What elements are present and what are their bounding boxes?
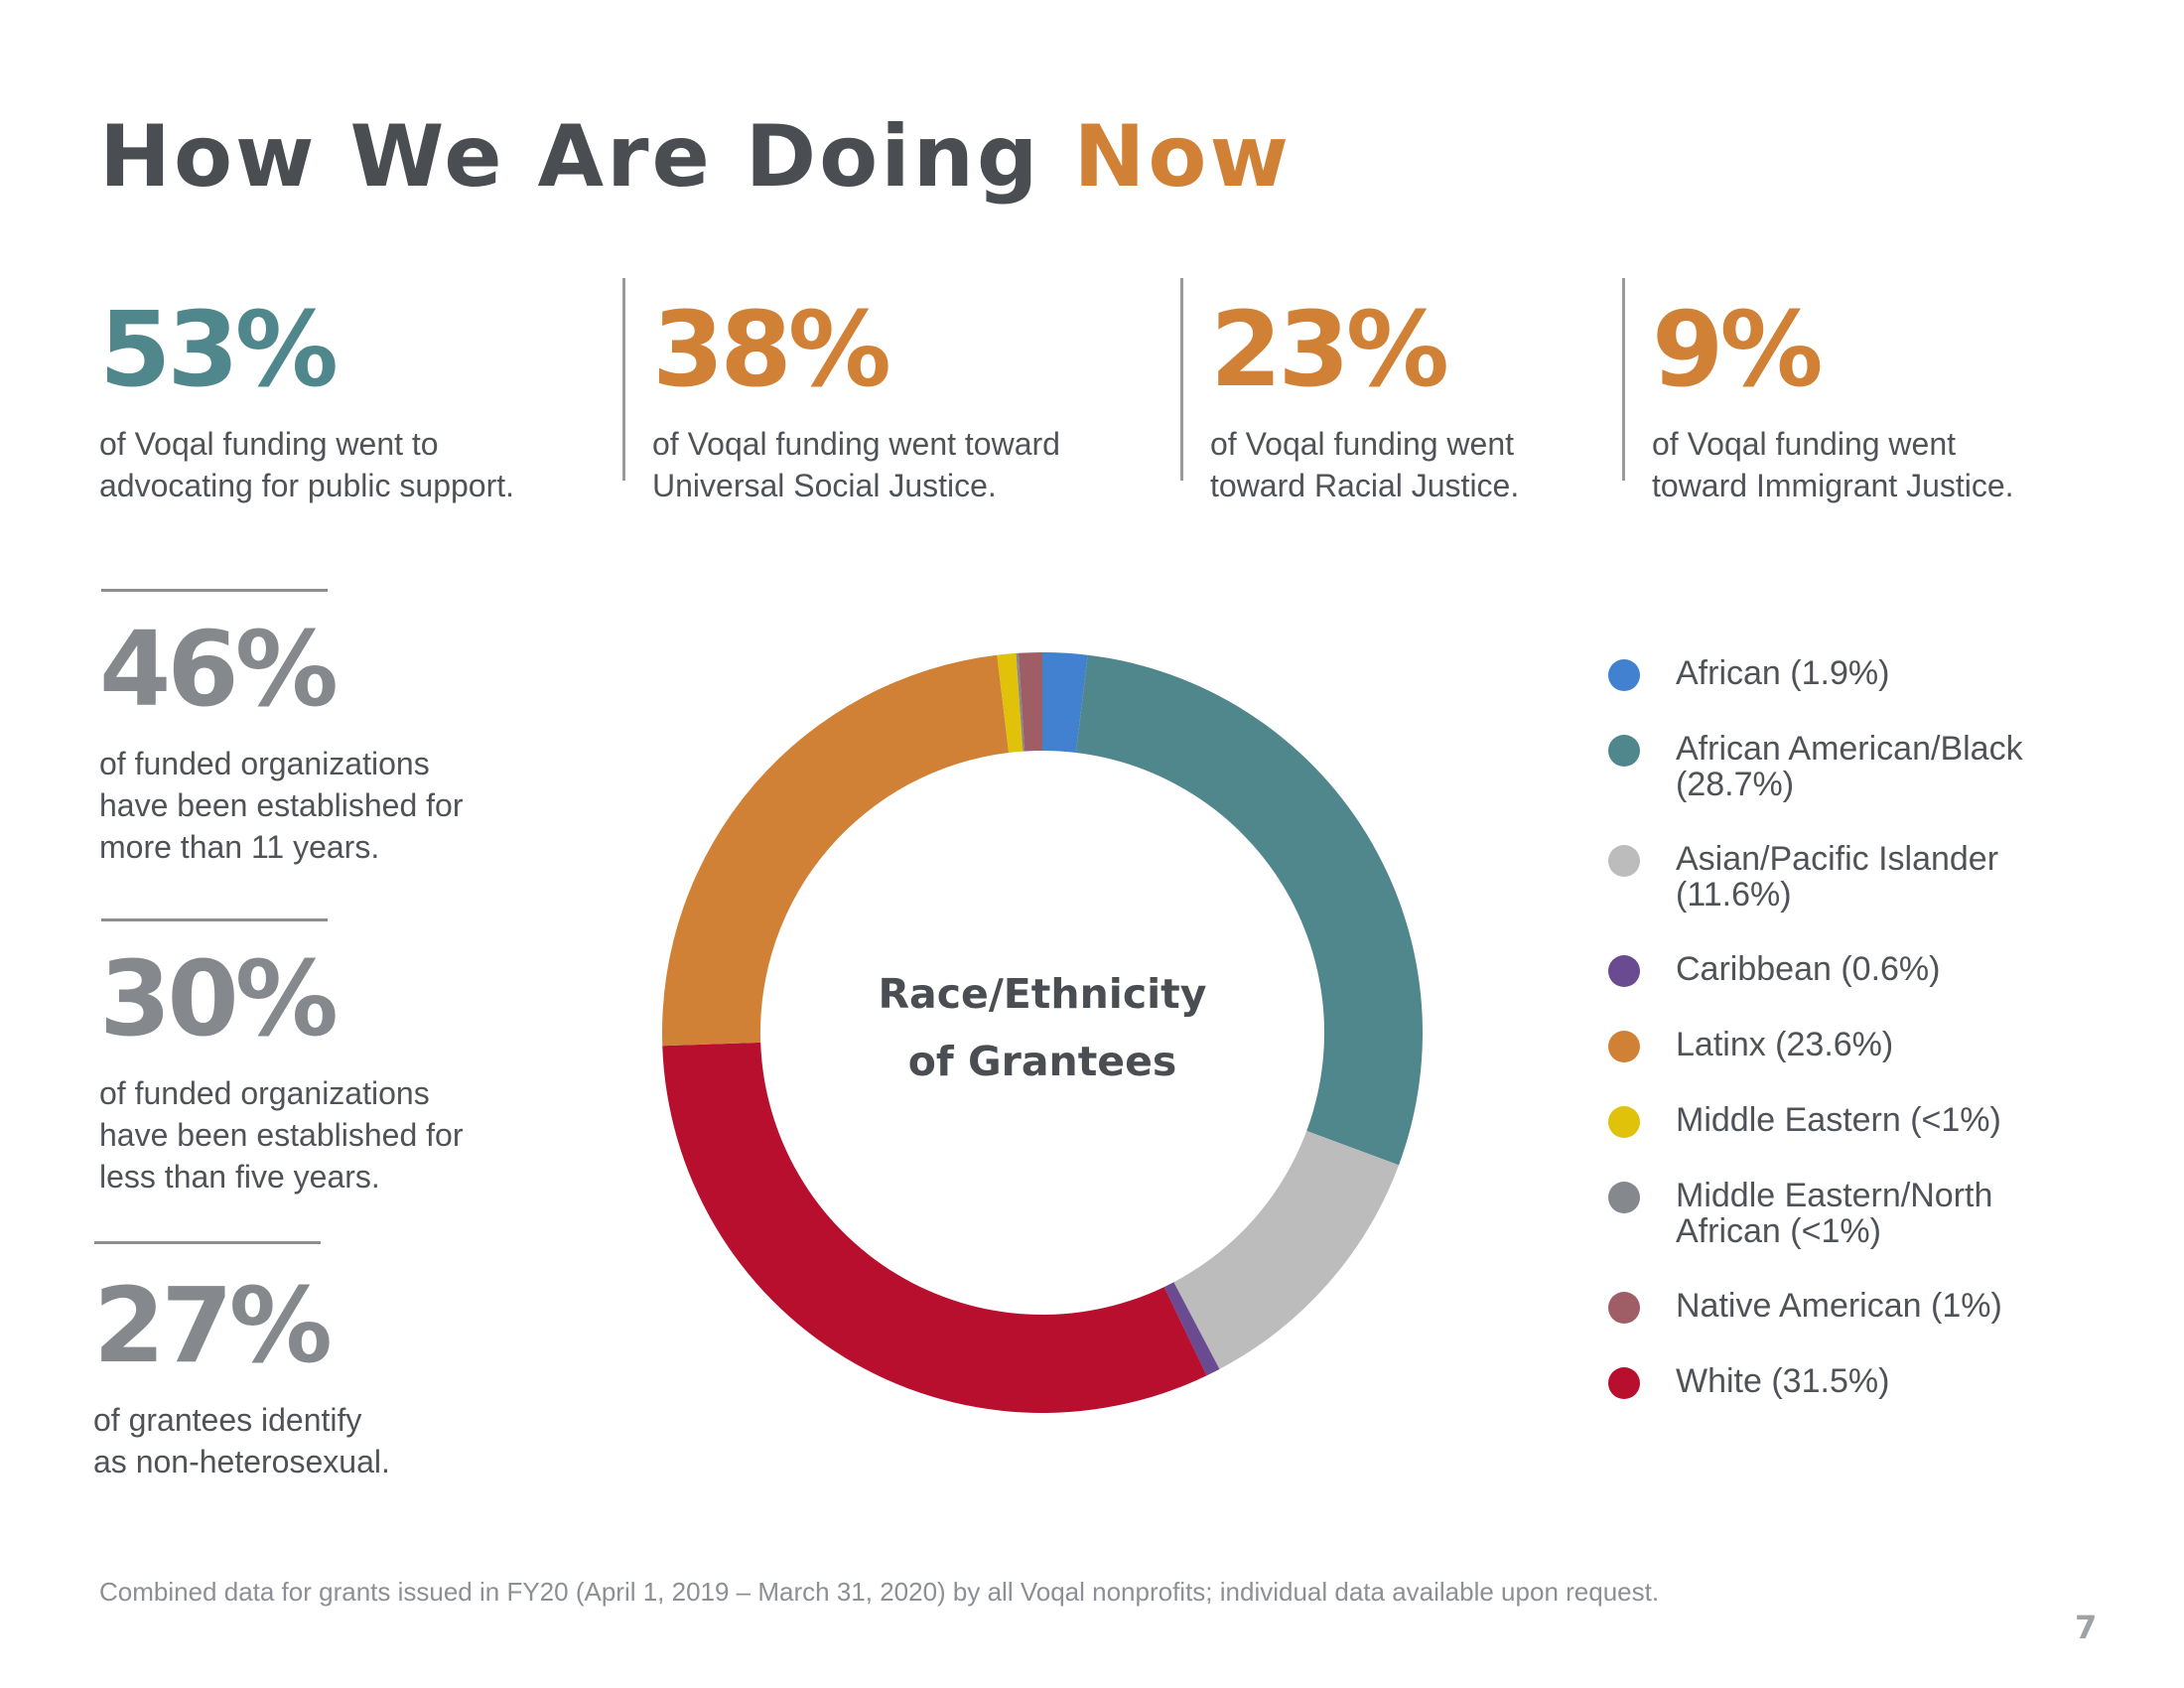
stat-description: of Voqal funding went to advocating for … xyxy=(99,426,515,503)
stat-established-11-years: 46% of funded organizations have been es… xyxy=(99,618,463,868)
stat-description: of Voqal funding went toward Racial Just… xyxy=(1210,426,1520,503)
stat-public-support: 53% of Voqal funding went to advocating … xyxy=(99,298,514,506)
donut-slice-middle xyxy=(1016,652,1025,752)
legend-item: White (31.5%) xyxy=(1608,1363,1889,1399)
stat-value: 9% xyxy=(1652,289,1824,410)
title-accent: Now xyxy=(1073,107,1292,207)
stat-value: 53% xyxy=(99,289,339,410)
chart-title-line: Race/Ethnicity xyxy=(878,970,1206,1018)
legend-swatch xyxy=(1608,1292,1640,1324)
page-number: 7 xyxy=(2075,1609,2098,1646)
stat-value: 23% xyxy=(1210,289,1449,410)
legend-label: Caribbean (0.6%) xyxy=(1676,950,1941,988)
divider xyxy=(1180,278,1183,481)
stat-established-5-years: 30% of funded organizations have been es… xyxy=(99,947,463,1197)
legend-swatch xyxy=(1608,1106,1640,1138)
donut-slice-asian xyxy=(1173,1130,1400,1369)
legend-swatch xyxy=(1608,1182,1640,1213)
divider xyxy=(101,589,328,592)
divider xyxy=(1622,278,1625,481)
stat-value: 38% xyxy=(652,289,891,410)
stat-non-heterosexual: 27% of grantees identify as non-heterose… xyxy=(93,1274,390,1482)
stat-value: 46% xyxy=(99,609,339,730)
legend-item: African American/Black (28.7%) xyxy=(1608,731,2023,802)
legend-item: African (1.9%) xyxy=(1608,655,1889,691)
stat-racial-justice: 23% of Voqal funding went toward Racial … xyxy=(1210,298,1519,506)
legend-label: Middle Eastern/North African (<1%) xyxy=(1676,1177,1993,1250)
donut-slice-african xyxy=(1075,654,1423,1166)
legend-swatch xyxy=(1608,735,1640,767)
stat-description: of funded organizations have been establ… xyxy=(99,1075,464,1195)
stat-description: of Voqal funding went toward Immigrant J… xyxy=(1652,426,2014,503)
legend-item: Caribbean (0.6%) xyxy=(1608,951,1940,987)
donut-slice-caribbean xyxy=(1163,1282,1220,1376)
legend-item: Asian/Pacific Islander (11.6%) xyxy=(1608,841,1998,913)
legend-swatch xyxy=(1608,1367,1640,1399)
legend-item: Latinx (23.6%) xyxy=(1608,1027,1893,1062)
stat-immigrant-justice: 9% of Voqal funding went toward Immigran… xyxy=(1652,298,2014,506)
legend-label: Native American (1%) xyxy=(1676,1287,2002,1325)
title-main: How We Are Doing xyxy=(99,107,1041,207)
footnote: Combined data for grants issued in FY20 … xyxy=(99,1577,1660,1607)
stat-description: of Voqal funding went toward Universal S… xyxy=(652,426,1060,503)
stat-description: of grantees identify as non-heterosexual… xyxy=(93,1402,390,1479)
legend-label: African American/Black (28.7%) xyxy=(1676,730,2023,803)
stat-value: 27% xyxy=(93,1265,333,1386)
legend-swatch xyxy=(1608,659,1640,691)
legend-item: Native American (1%) xyxy=(1608,1288,2002,1324)
race-ethnicity-donut-chart: Race/Ethnicity of Grantees xyxy=(635,635,1430,1430)
legend-label: Latinx (23.6%) xyxy=(1676,1026,1894,1063)
divider xyxy=(101,918,328,921)
legend-label: Asian/Pacific Islander (11.6%) xyxy=(1676,840,1999,914)
donut-slice-white xyxy=(662,1042,1207,1413)
divider xyxy=(622,278,625,481)
legend-swatch xyxy=(1608,845,1640,877)
stat-description: of funded organizations have been establ… xyxy=(99,746,464,865)
chart-title-line: of Grantees xyxy=(908,1038,1177,1085)
donut-slice-native xyxy=(1018,652,1042,752)
stat-universal-justice: 38% of Voqal funding went toward Univers… xyxy=(652,298,1060,506)
chart-title: Race/Ethnicity of Grantees xyxy=(878,970,1206,1085)
donut-slice-middle xyxy=(997,652,1024,754)
donut-svg: Race/Ethnicity of Grantees xyxy=(662,652,1423,1413)
legend-swatch xyxy=(1608,955,1640,987)
legend-swatch xyxy=(1608,1031,1640,1062)
legend-item: Middle Eastern (<1%) xyxy=(1608,1102,2001,1138)
legend-label: African (1.9%) xyxy=(1676,654,1890,692)
legend-label: Middle Eastern (<1%) xyxy=(1676,1101,2001,1139)
legend-label: White (31.5%) xyxy=(1676,1362,1890,1400)
legend-item: Middle Eastern/North African (<1%) xyxy=(1608,1178,1992,1249)
page-title: How We Are Doing Now xyxy=(99,107,1292,207)
divider xyxy=(94,1241,321,1244)
donut-slice-african xyxy=(1042,652,1088,754)
donut-slice-latinx xyxy=(662,654,1010,1047)
stat-value: 30% xyxy=(99,938,339,1059)
